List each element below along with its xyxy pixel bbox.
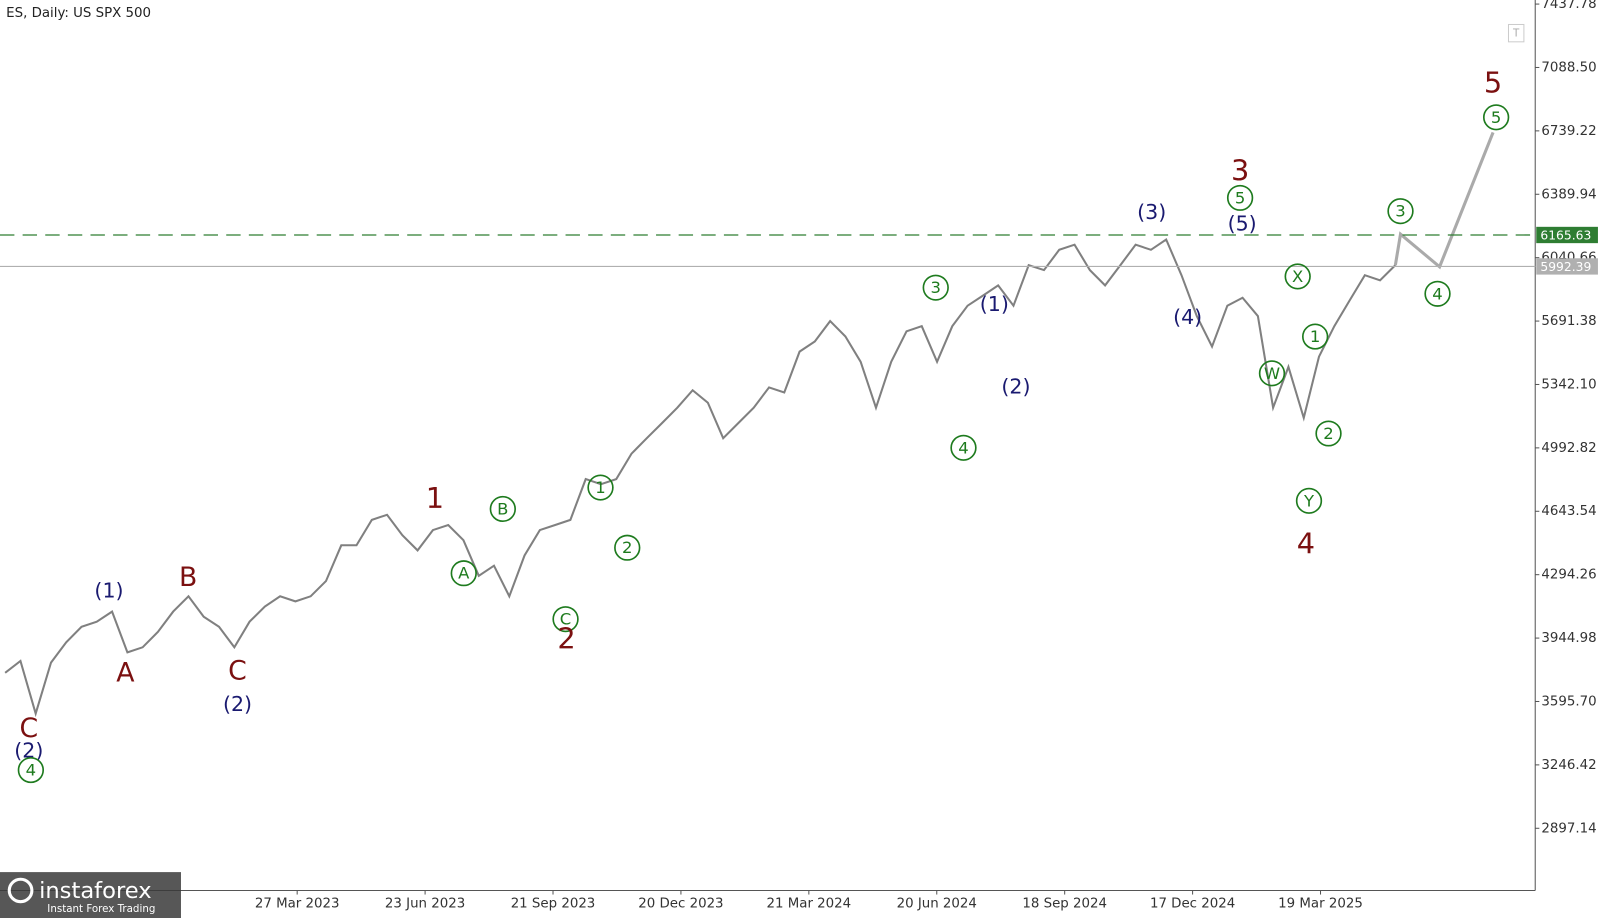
wave-label: W <box>1264 364 1280 383</box>
wave-circle <box>1302 323 1329 350</box>
projection-line <box>1393 131 1495 270</box>
y-tick-label: 6739.22 <box>1541 124 1596 139</box>
wave-label: 4 <box>26 761 36 780</box>
y-tick-label: 3595.70 <box>1541 695 1596 710</box>
wave-label: A <box>116 658 134 689</box>
wave-label: (2) <box>223 692 252 716</box>
y-tick-label: 2897.14 <box>1541 821 1596 836</box>
logo: instaforex Instant Forex Trading <box>0 872 181 918</box>
wave-label: 1 <box>595 478 605 497</box>
wave-label: 3 <box>1395 202 1405 221</box>
x-tick-label: 17 Dec 2024 <box>1150 897 1235 912</box>
wave-label: Y <box>1303 491 1315 510</box>
y-tick-label: 6389.94 <box>1541 187 1596 202</box>
x-tick-label: 20 Jun 2024 <box>897 897 977 912</box>
wave-label: (4) <box>1173 305 1202 329</box>
wave-label: 2 <box>557 622 575 656</box>
wave-circle <box>1387 198 1414 225</box>
wave-label: 2 <box>622 538 632 557</box>
wave-circle <box>1284 263 1311 290</box>
wave-label: 5 <box>1491 108 1501 127</box>
wave-label: B <box>179 562 197 593</box>
wave-label: 3 <box>931 278 941 297</box>
wave-label: 1 <box>426 481 444 515</box>
level-box <box>1536 258 1598 275</box>
wave-circle <box>1424 280 1451 307</box>
wave-label: B <box>497 500 508 519</box>
wave-circle <box>1258 360 1286 387</box>
wave-circle <box>1295 487 1323 514</box>
x-tick-label: 21 Sep 2023 <box>511 897 596 912</box>
y-tick-label: 5342.10 <box>1541 378 1596 393</box>
wave-label: (2) <box>1001 375 1030 399</box>
x-tick-label: 18 Sep 2024 <box>1022 897 1107 912</box>
wave-label: C <box>19 713 38 744</box>
logo-tagline: Instant Forex Trading <box>47 903 155 915</box>
wave-label: 2 <box>1323 424 1333 443</box>
wave-circle <box>1226 184 1254 211</box>
y-tick-label: 7437.78 <box>1541 0 1596 12</box>
y-tick-label: 4643.54 <box>1541 504 1596 519</box>
x-tick-label: 20 Dec 2023 <box>638 897 723 912</box>
wave-circle <box>950 434 977 461</box>
level-label: 5992.39 <box>1540 260 1591 274</box>
y-tick-label: 7088.50 <box>1541 60 1596 75</box>
wave-circle <box>587 474 614 501</box>
price-line <box>4 237 1397 718</box>
x-tick-label: 23 Jun 2023 <box>385 897 465 912</box>
wave-label: 4 <box>1432 284 1442 303</box>
wave-label: (3) <box>1137 200 1166 224</box>
wave-label: 4 <box>1297 527 1315 561</box>
wave-label: 3 <box>1231 153 1249 187</box>
y-tick-label: 4992.82 <box>1541 441 1596 456</box>
wave-circle <box>552 606 579 633</box>
wave-label: 5 <box>1235 188 1245 207</box>
logo-icon <box>7 877 34 904</box>
x-tick-label: 21 Mar 2024 <box>767 897 852 912</box>
wave-circle <box>17 757 45 784</box>
wave-label: A <box>458 564 470 583</box>
wave-label: 5 <box>1484 66 1502 100</box>
wave-label: 4 <box>958 438 968 457</box>
wave-circle <box>1482 104 1510 131</box>
wave-label: (1) <box>980 292 1009 316</box>
logo-name: instaforex <box>39 878 152 904</box>
wave-circle <box>489 495 516 523</box>
wave-label: C <box>560 610 571 629</box>
level-box <box>1536 226 1598 244</box>
wave-circle <box>1315 420 1342 447</box>
x-tick-label: 19 Mar 2025 <box>1278 897 1363 912</box>
y-tick-label: 5691.38 <box>1541 314 1596 329</box>
wave-circle <box>922 274 949 301</box>
trade-icon-glyph: T <box>1512 28 1520 40</box>
y-tick-label: 3246.42 <box>1541 758 1596 773</box>
wave-label: C <box>228 656 247 687</box>
y-tick-label: 4294.26 <box>1541 568 1596 583</box>
level-label: 6165.63 <box>1540 229 1591 243</box>
chart-title: ES, Daily: US SPX 500 <box>6 6 151 21</box>
wave-label: (1) <box>94 579 123 603</box>
wave-circle <box>614 534 641 561</box>
y-tick-label: 3944.98 <box>1541 631 1596 646</box>
wave-label: (2) <box>14 739 43 763</box>
wave-circle <box>450 560 477 587</box>
trade-icon[interactable] <box>1507 23 1525 43</box>
wave-label: (5) <box>1228 211 1257 235</box>
wave-label: 1 <box>1310 327 1320 346</box>
x-tick-label: 27 Mar 2023 <box>255 897 340 912</box>
wave-label: X <box>1292 267 1303 286</box>
